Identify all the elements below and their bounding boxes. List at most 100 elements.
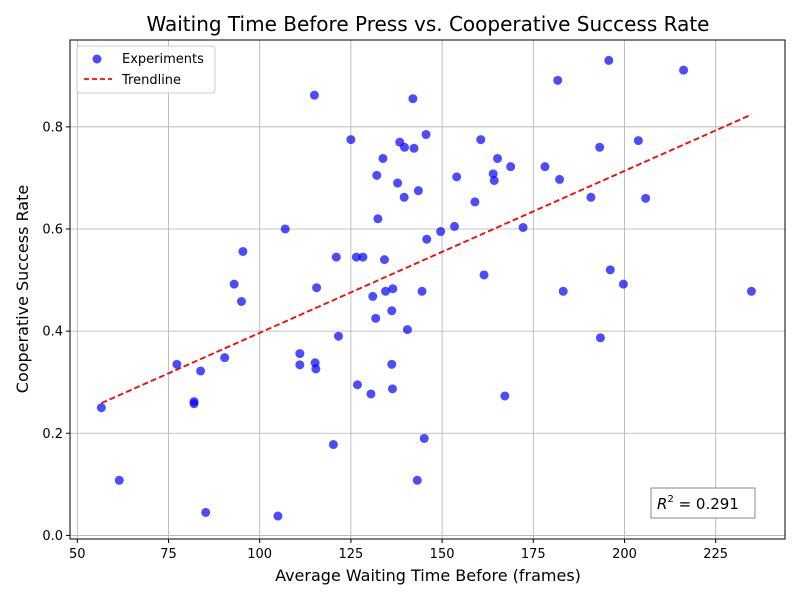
scatter-point: [273, 511, 283, 521]
scatter-point: [387, 306, 397, 316]
scatter-point: [436, 227, 446, 237]
r-squared-exponent: 2: [667, 494, 673, 505]
scatter-point: [470, 197, 480, 207]
scatter-point: [381, 286, 391, 296]
scatter-point: [196, 366, 206, 376]
scatter-point: [352, 380, 362, 390]
legend-label-trendline: Trendline: [121, 73, 181, 88]
scatter-point: [366, 389, 376, 399]
scatter-point: [388, 284, 398, 294]
scatter-point: [558, 286, 568, 296]
y-tick-label: 0.4: [42, 325, 63, 340]
scatter-point: [489, 175, 499, 185]
scatter-point: [595, 142, 605, 152]
scatter-point: [479, 270, 489, 280]
y-tick-label: 0.8: [42, 120, 63, 135]
scatter-point: [172, 359, 182, 369]
scatter-point: [399, 192, 409, 202]
scatter-point: [493, 153, 503, 163]
scatter-point: [746, 286, 756, 296]
x-tick-label: 50: [69, 547, 86, 562]
scatter-point: [641, 193, 651, 203]
scatter-point: [452, 172, 462, 182]
scatter-point: [413, 186, 423, 196]
x-tick-label: 225: [703, 547, 728, 562]
scatter-point: [417, 286, 427, 296]
scatter-point: [500, 391, 510, 401]
chart-title: Waiting Time Before Press vs. Cooperativ…: [147, 12, 710, 36]
axis-ticks-layer: 50 75 100 125 150 175 200 225 0.0 0.2 0.4 0.6 0.8: [42, 120, 728, 562]
scatter-point: [421, 129, 431, 139]
legend-box: [76, 45, 216, 94]
scatter-point: [372, 170, 382, 180]
legend-label-experiments: Experiments: [122, 52, 204, 67]
scatter-point: [595, 333, 605, 343]
scatter-point: [488, 169, 498, 179]
scatter-point: [220, 353, 230, 363]
x-tick-label: 75: [160, 547, 177, 562]
scatter-point: [402, 325, 412, 335]
scatter-point: [368, 291, 378, 301]
scatter-point: [476, 135, 486, 145]
scatter-point: [553, 75, 563, 85]
scatter-point: [604, 55, 614, 65]
r-squared-box: [650, 487, 756, 519]
scatter-point: [586, 192, 596, 202]
scatter-point: [412, 475, 422, 485]
scatter-point: [351, 252, 361, 262]
scatter-point: [114, 475, 124, 485]
scatter-point: [189, 399, 199, 409]
scatter-point: [506, 162, 516, 172]
scatter-point: [378, 153, 388, 163]
scatter-point: [331, 252, 341, 262]
trendline-layer: [101, 113, 752, 404]
scatter-point: [422, 234, 432, 244]
scatter-point: [379, 255, 389, 265]
scatter-point: [387, 384, 397, 394]
grid-layer: [70, 40, 785, 539]
scatter-point: [605, 265, 615, 275]
scatter-point: [311, 364, 321, 374]
scatter-point: [295, 349, 305, 359]
scatter-point: [540, 162, 550, 172]
scatter-point: [679, 65, 689, 75]
y-tick-label: 0.6: [42, 222, 63, 237]
x-tick-label: 100: [247, 547, 272, 562]
scatter-point: [328, 440, 338, 450]
scatter-point: [201, 507, 211, 517]
scatter-point: [518, 222, 528, 232]
y-tick-label: 0.0: [42, 529, 63, 544]
legend: Experiments Trendline: [76, 45, 216, 94]
scatter-point: [229, 279, 239, 289]
scatter-point: [309, 90, 319, 100]
scatter-point: [419, 433, 429, 443]
scatter-point: [295, 360, 305, 370]
r-squared-value: = 0.291: [674, 495, 739, 513]
y-axis-title: Cooperative Success Rate: [13, 185, 32, 393]
x-tick-label: 125: [338, 547, 363, 562]
r-squared-symbol: R: [657, 495, 667, 513]
scatter-point: [408, 94, 418, 104]
scatter-point: [400, 142, 410, 152]
scatter-point: [280, 224, 290, 234]
scatter-point: [371, 313, 381, 323]
scatter-point: [96, 403, 106, 413]
r-squared-annotation: R2 = 0.291: [650, 487, 756, 519]
r-squared-text: R2 = 0.291: [657, 494, 739, 513]
scatter-point: [358, 252, 368, 262]
scatter-point: [387, 359, 397, 369]
x-axis-title: Average Waiting Time Before (frames): [275, 566, 581, 585]
scatter-point: [555, 174, 565, 184]
trendline: [101, 113, 752, 404]
scatter-point: [618, 279, 628, 289]
scatter-point: [236, 297, 246, 307]
scatter-point: [373, 214, 383, 224]
legend-marker-experiments: [92, 54, 102, 64]
scatter-point: [346, 135, 356, 145]
x-tick-label: 200: [612, 547, 637, 562]
scatter-point: [449, 221, 459, 231]
y-tick-label: 0.2: [42, 427, 63, 442]
plot-frame: [69, 39, 786, 540]
scatter-point: [633, 136, 643, 146]
